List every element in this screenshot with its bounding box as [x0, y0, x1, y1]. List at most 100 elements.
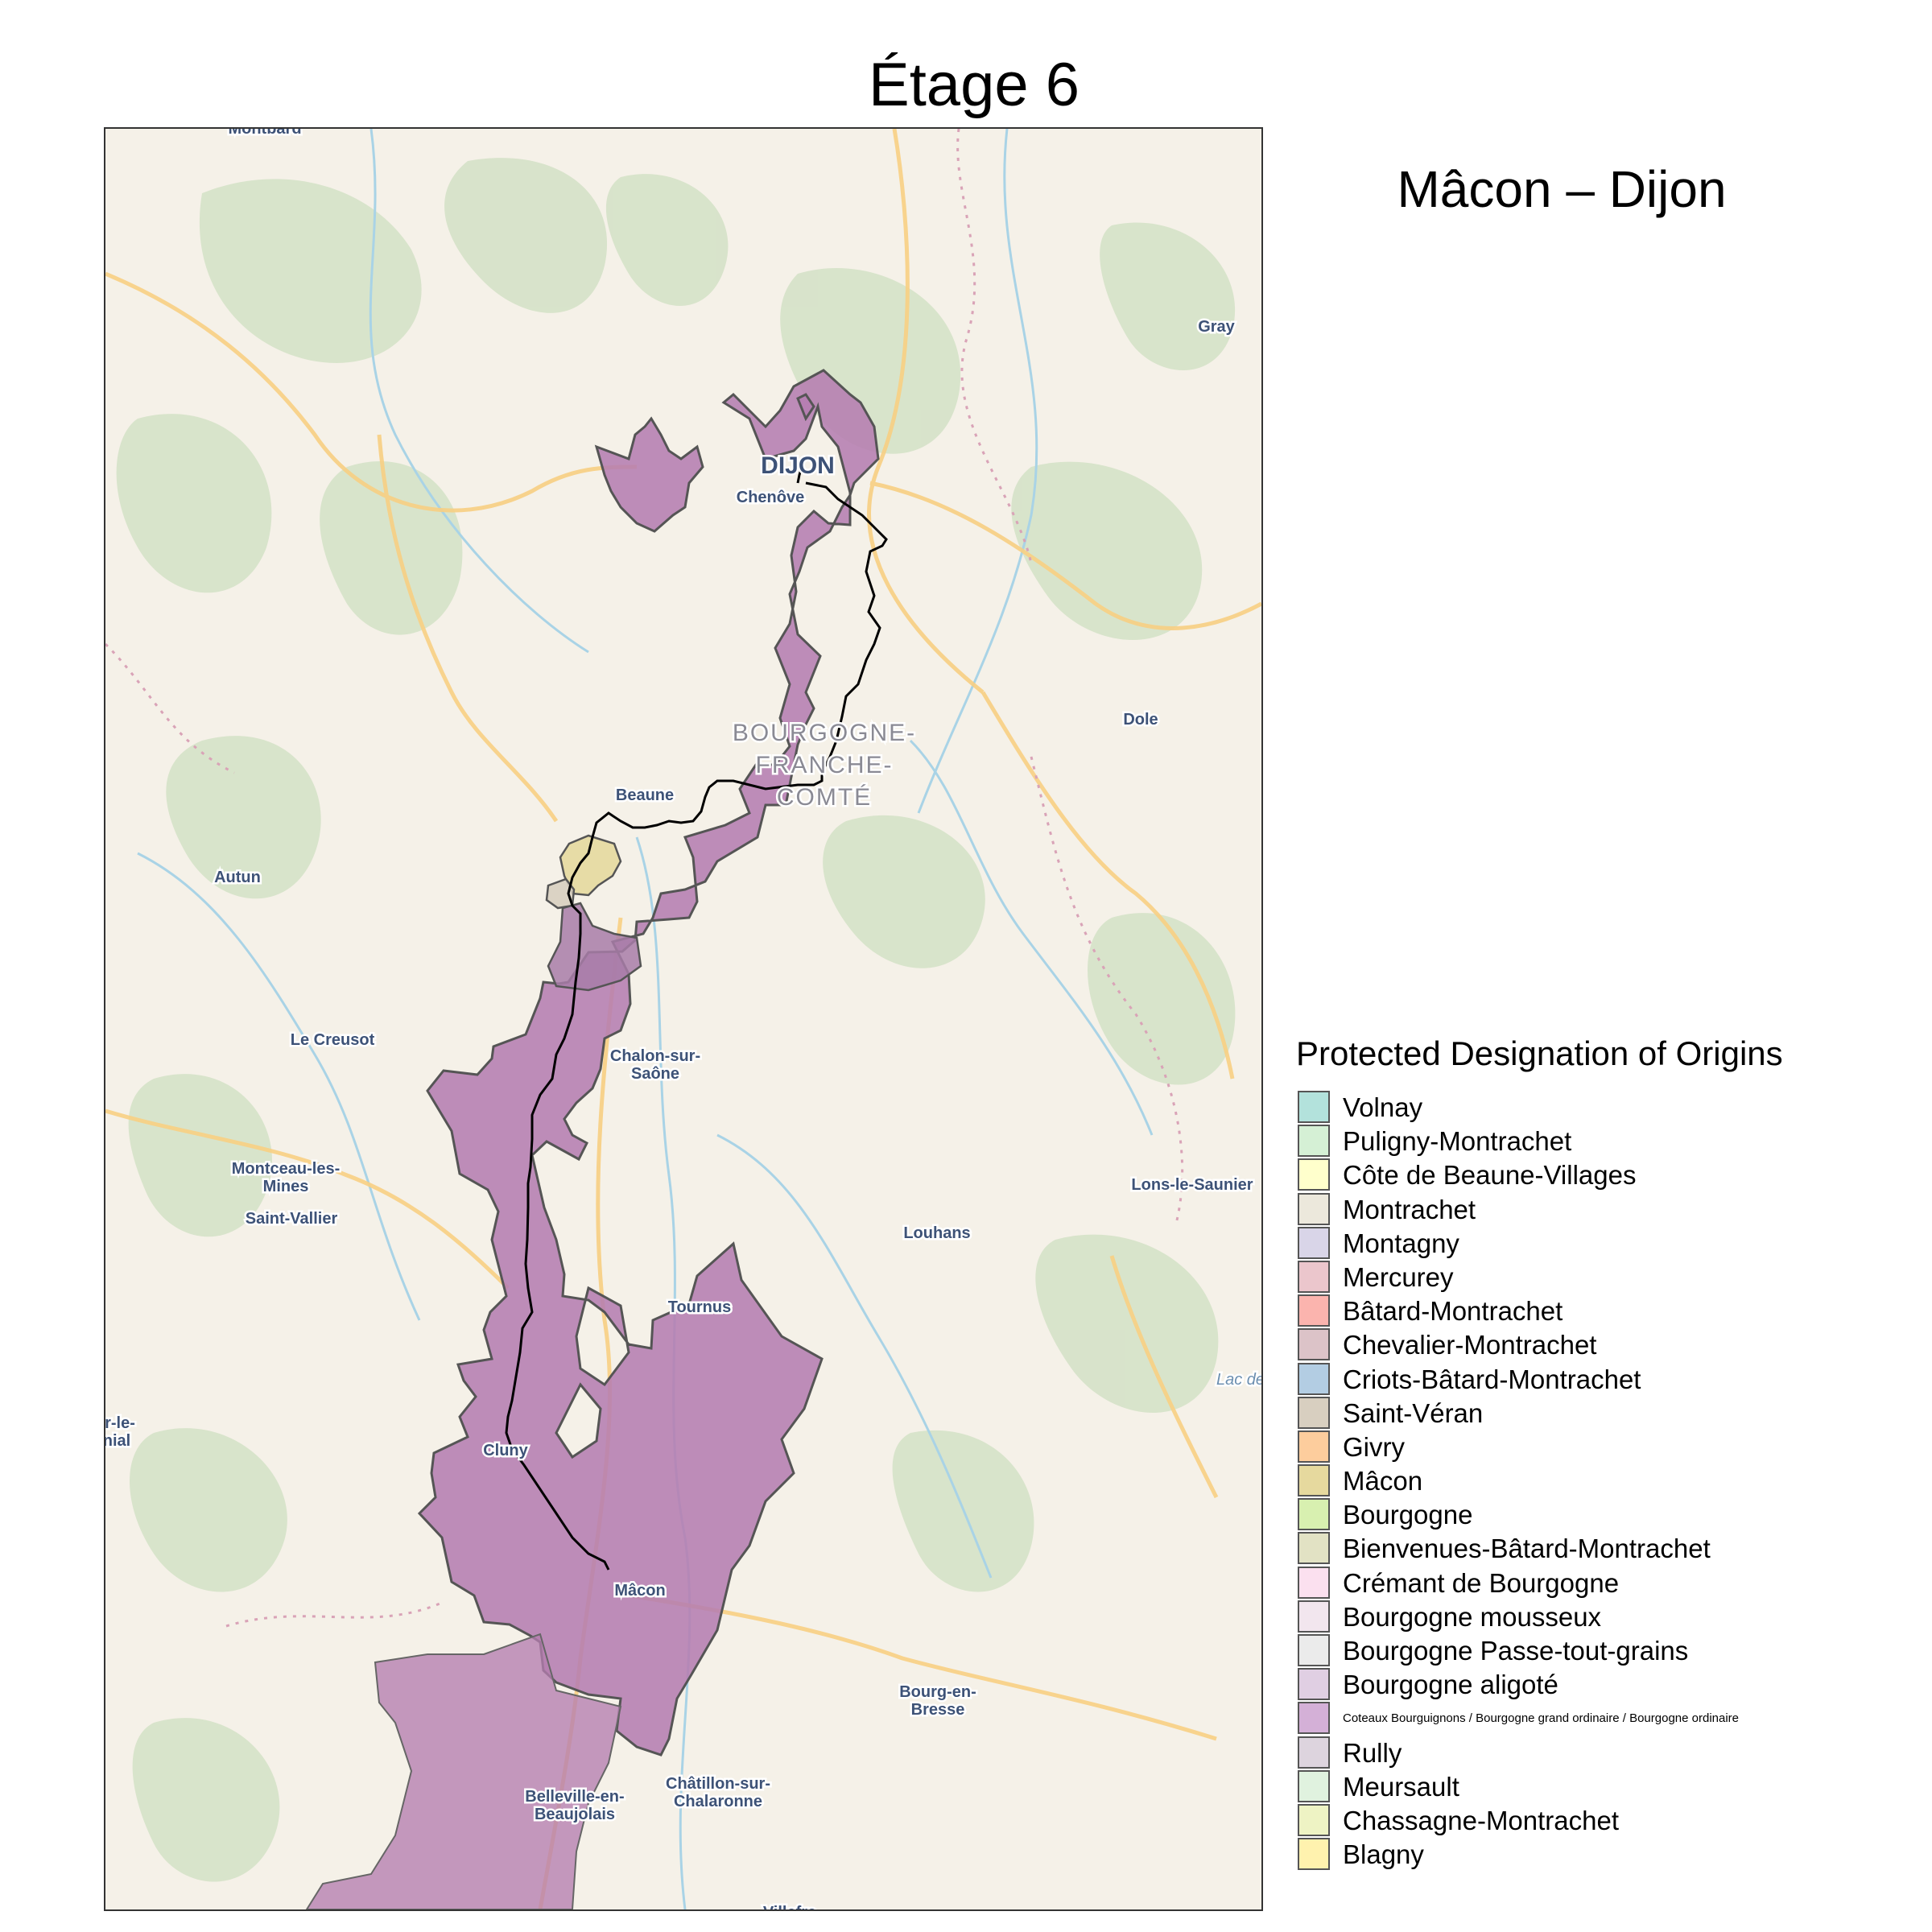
legend-swatch [1298, 1430, 1330, 1463]
legend-item: Bienvenues-Bâtard-Montrachet [1296, 1532, 1924, 1566]
legend-item: Côte de Beaune-Villages [1296, 1158, 1924, 1192]
legend-label: Bourgogne [1343, 1500, 1473, 1530]
legend-label: Bourgogne aligoté [1343, 1670, 1558, 1700]
map-panel[interactable]: Montbard DIJON Chenôve Gray Dole BOURGOG… [104, 127, 1263, 1911]
legend-item: Montrachet [1296, 1192, 1924, 1227]
legend-label: Criots-Bâtard-Montrachet [1343, 1364, 1641, 1394]
boundaries [105, 129, 1184, 1628]
legend-item: Blagny [1296, 1838, 1924, 1872]
label-cluny: Cluny [483, 1442, 528, 1459]
label-chalon-2: Saône [631, 1065, 679, 1083]
legend-swatch [1298, 1362, 1330, 1395]
place-labels: Montbard DIJON Chenôve Gray Dole BOURGOG… [105, 129, 1261, 1909]
label-le-creusot: Le Creusot [291, 1031, 375, 1049]
pdo-upper-north-lobe [796, 393, 815, 422]
route-tail [796, 466, 803, 484]
legend-items: Volnay Puligny-Montrachet Côte de Beaune-V… [1296, 1091, 1924, 1872]
label-montceau-2: Mines [263, 1178, 309, 1195]
legend-item: Chassagne-Montrachet [1296, 1803, 1924, 1838]
legend-item: Bourgogne Passe-tout-grains [1296, 1634, 1924, 1668]
label-region-3: COMTÉ [777, 784, 872, 811]
legend-swatch [1298, 1192, 1330, 1225]
label-gray: Gray [1198, 318, 1235, 336]
legend-swatch [1298, 1328, 1330, 1361]
label-chenove: Chenôve [737, 489, 804, 506]
pdo-coteaux-bourguignons [417, 369, 880, 1757]
legend-label: Bourgogne mousseux [1343, 1601, 1602, 1632]
legend-item: Volnay [1296, 1091, 1924, 1125]
legend-item: Crémant de Bourgogne [1296, 1566, 1924, 1600]
label-autun: Autun [214, 869, 261, 886]
legend-label: Volnay [1343, 1092, 1423, 1122]
legend-swatch [1298, 1769, 1330, 1802]
pdo-rully-polygon [547, 902, 642, 992]
legend-item: Bourgogne [1296, 1498, 1924, 1532]
legend-label: Blagny [1343, 1839, 1424, 1870]
label-dole: Dole [1123, 711, 1158, 729]
legend-item: Rully [1296, 1736, 1924, 1770]
legend-label: Montrachet [1343, 1194, 1476, 1224]
legend-swatch [1298, 1226, 1330, 1259]
label-paray-1: r-le- [105, 1414, 135, 1432]
legend-title: Protected Designation of Origins [1296, 1034, 1783, 1072]
legend-swatch [1298, 1736, 1330, 1769]
legend-label: Chevalier-Montrachet [1343, 1330, 1597, 1360]
label-chatillon-1: Châtillon-sur- [666, 1775, 770, 1793]
legend-item: Bourgogne mousseux [1296, 1600, 1924, 1634]
legend-swatch [1298, 1566, 1330, 1599]
legend-item: Givry [1296, 1430, 1924, 1464]
label-region-1: BOURGOGNE- [733, 720, 916, 746]
label-montbard: Montbard [228, 129, 301, 138]
label-lac: Lac de [1216, 1371, 1261, 1389]
legend-item: Bâtard-Montrachet [1296, 1294, 1924, 1328]
label-tournus: Tournus [668, 1298, 732, 1316]
label-saint-vallier: Saint-Vallier [246, 1210, 338, 1228]
legend-item: Criots-Bâtard-Montrachet [1296, 1362, 1924, 1397]
basemap: Montbard DIJON Chenôve Gray Dole BOURGOG… [105, 129, 1261, 1909]
legend-item: Chevalier-Montrachet [1296, 1328, 1924, 1362]
legend-label: Meursault [1343, 1771, 1459, 1802]
legend-label: Bienvenues-Bâtard-Montrachet [1343, 1534, 1711, 1564]
legend-swatch [1298, 1803, 1330, 1836]
label-montceau-1: Montceau-les- [232, 1160, 340, 1178]
forest-areas [116, 158, 1236, 1882]
legend-item: Bourgogne aligoté [1296, 1668, 1924, 1702]
label-paray-2: nial [105, 1432, 130, 1450]
legend-item: Puligny-Montrachet [1296, 1125, 1924, 1158]
pdo-south-beaujolais [305, 1633, 622, 1909]
map-title: Étage 6 [869, 51, 1080, 119]
label-dijon: DIJON [761, 452, 835, 479]
legend: Protected Designation of Origins Volnay P… [1296, 1034, 1924, 1872]
legend-label: Crémant de Bourgogne [1343, 1567, 1620, 1598]
legend-item: Saint-Véran [1296, 1396, 1924, 1430]
label-beaune: Beaune [616, 786, 674, 804]
legend-label: Bâtard-Montrachet [1343, 1296, 1563, 1327]
legend-label: Bourgogne Passe-tout-grains [1343, 1636, 1689, 1666]
label-villefranche: Villefra [763, 1904, 817, 1909]
legend-label: Chassagne-Montrachet [1343, 1805, 1620, 1835]
legend-label: Côte de Beaune-Villages [1343, 1160, 1637, 1191]
label-macon: Mâcon [614, 1582, 665, 1600]
label-lons: Lons-le-Saunier [1131, 1176, 1253, 1194]
legend-swatch [1298, 1294, 1330, 1327]
label-louhans: Louhans [903, 1224, 970, 1242]
legend-swatch [1298, 1158, 1330, 1191]
legend-item: Mercurey [1296, 1260, 1924, 1294]
legend-item: Coteaux Bourguignons / Bourgogne grand o… [1296, 1702, 1924, 1736]
legend-swatch [1298, 1396, 1330, 1429]
legend-swatch [1298, 1838, 1330, 1871]
legend-swatch [1298, 1702, 1330, 1735]
map-subtitle: Mâcon – Dijon [1397, 160, 1727, 218]
legend-label: Coteaux Bourguignons / Bourgogne grand o… [1343, 1711, 1740, 1726]
label-chalon-1: Chalon-sur- [610, 1047, 700, 1065]
legend-item: Mâcon [1296, 1464, 1924, 1498]
legend-swatch [1298, 1498, 1330, 1531]
legend-swatch [1298, 1634, 1330, 1666]
legend-swatch [1298, 1260, 1330, 1293]
route-line [505, 481, 888, 1571]
label-belleville-2: Beaujolais [535, 1806, 615, 1823]
label-bourg-2: Bresse [911, 1701, 965, 1719]
legend-label: Mâcon [1343, 1466, 1423, 1496]
legend-label: Givry [1343, 1431, 1405, 1462]
pdo-macon-polygon [559, 834, 622, 897]
